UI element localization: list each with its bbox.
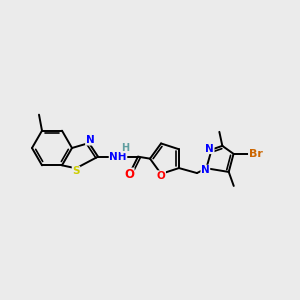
Text: Br: Br: [249, 149, 262, 159]
Text: O: O: [124, 168, 134, 181]
Text: N: N: [85, 135, 94, 145]
Text: N: N: [201, 165, 210, 175]
Text: H: H: [121, 143, 129, 153]
Text: NH: NH: [109, 152, 127, 162]
Text: N: N: [205, 143, 214, 154]
Text: S: S: [72, 166, 80, 176]
Text: O: O: [157, 171, 165, 181]
